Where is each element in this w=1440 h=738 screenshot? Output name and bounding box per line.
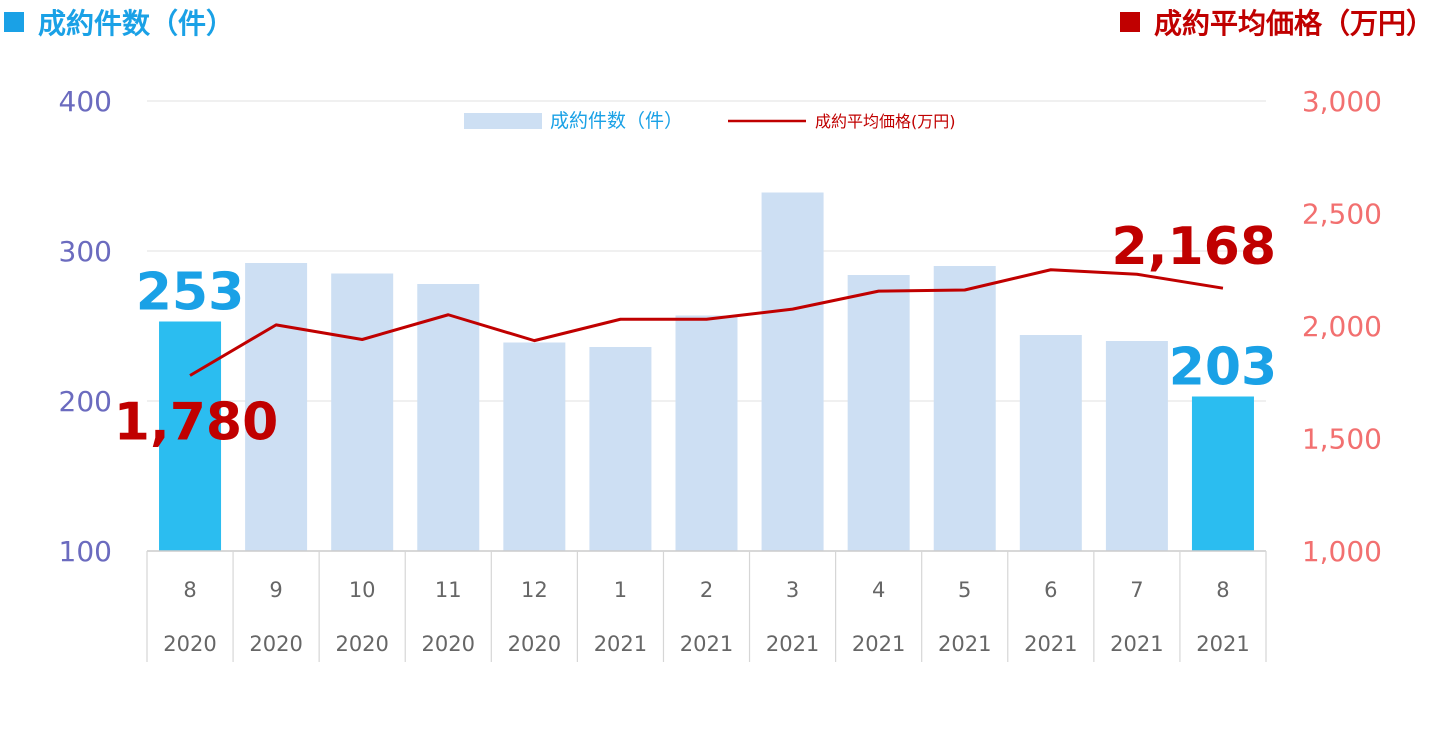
line-series — [189, 268, 1224, 377]
right-y-tick: 2,000 — [1302, 310, 1382, 343]
right-y-tick: 1,500 — [1302, 423, 1382, 456]
left-header-text: 成約件数（件） — [38, 7, 235, 40]
bar-2020-9 — [245, 263, 308, 551]
x-tick-year: 2021 — [680, 632, 733, 656]
bar-2021-1 — [589, 347, 652, 551]
bar-2021-4 — [847, 275, 910, 551]
left-y-axis: 400 300 200 100 — [59, 85, 112, 568]
x-tick-year: 2020 — [422, 632, 475, 656]
right-y-tick: 3,000 — [1302, 85, 1382, 118]
x-axis: 8 2020 9 2020 10 2020 11 2020 12 2020 1 2021 2 2021 3 2… — [146, 550, 1267, 662]
right-header-text: 成約平均価格（万円） — [1153, 7, 1434, 40]
x-tick-month: 2 — [700, 578, 713, 602]
left-y-tick: 300 — [59, 235, 112, 268]
bar-2021-3 — [761, 192, 824, 551]
left-y-tick: 400 — [59, 85, 112, 118]
x-tick-month: 7 — [1130, 578, 1143, 602]
legend: 成約件数（件） 成約平均価格(万円) — [464, 110, 956, 132]
bar-2020-8 — [159, 321, 222, 551]
right-y-tick: 1,000 — [1302, 535, 1382, 568]
x-tick-month: 3 — [786, 578, 799, 602]
bar-2020-11 — [417, 284, 480, 551]
x-tick-year: 2021 — [594, 632, 647, 656]
left-axis-header: 成約件数（件） — [4, 2, 234, 42]
x-tick-month: 10 — [349, 578, 376, 602]
legend-bar-label: 成約件数（件） — [550, 110, 683, 132]
x-tick-month: 12 — [521, 578, 548, 602]
bar-2021-7 — [1105, 341, 1168, 551]
x-tick-month: 8 — [183, 578, 196, 602]
x-tick-year: 2021 — [938, 632, 991, 656]
x-tick-year: 2020 — [335, 632, 388, 656]
x-tick-year: 2021 — [1024, 632, 1077, 656]
blue-square-icon — [4, 12, 24, 32]
bar-2021-8 — [1191, 396, 1254, 551]
x-tick-year: 2021 — [852, 632, 905, 656]
left-y-tick: 100 — [59, 535, 112, 568]
red-square-icon — [1119, 12, 1140, 32]
x-tick-month: 1 — [614, 578, 627, 602]
data-callouts: 253 203 1,780 2,168 — [114, 217, 1277, 452]
x-tick-month: 11 — [435, 578, 462, 602]
last-line-value-label: 2,168 — [1112, 217, 1276, 277]
x-tick-month: 4 — [872, 578, 885, 602]
bar-2020-10 — [331, 273, 394, 551]
bar-2020-12 — [503, 342, 566, 551]
first-bar-value-label: 253 — [136, 263, 245, 323]
right-y-axis: 3,000 2,500 2,000 1,500 1,000 — [1302, 85, 1382, 568]
x-tick-year: 2021 — [1196, 632, 1249, 656]
bar-2021-6 — [1019, 335, 1082, 551]
bar-2021-2 — [675, 315, 738, 551]
first-line-value-label: 1,780 — [114, 393, 278, 453]
left-y-tick: 200 — [59, 385, 112, 418]
right-y-tick: 2,500 — [1302, 198, 1382, 231]
x-tick-month: 8 — [1216, 578, 1229, 602]
x-tick-year: 2020 — [249, 632, 302, 656]
x-tick-year: 2021 — [766, 632, 819, 656]
x-tick-month: 9 — [269, 578, 282, 602]
legend-line-label: 成約平均価格(万円) — [815, 112, 956, 131]
bar-series — [159, 192, 1254, 551]
bar-2021-5 — [933, 266, 996, 551]
right-axis-header: 成約平均価格（万円） — [1119, 2, 1434, 42]
x-tick-month: 5 — [958, 578, 971, 602]
x-tick-year: 2020 — [163, 632, 216, 656]
x-tick-month: 6 — [1044, 578, 1057, 602]
last-bar-value-label: 203 — [1169, 338, 1278, 398]
x-tick-year: 2021 — [1110, 632, 1163, 656]
legend-bar-swatch — [464, 113, 542, 129]
x-tick-year: 2020 — [508, 632, 561, 656]
